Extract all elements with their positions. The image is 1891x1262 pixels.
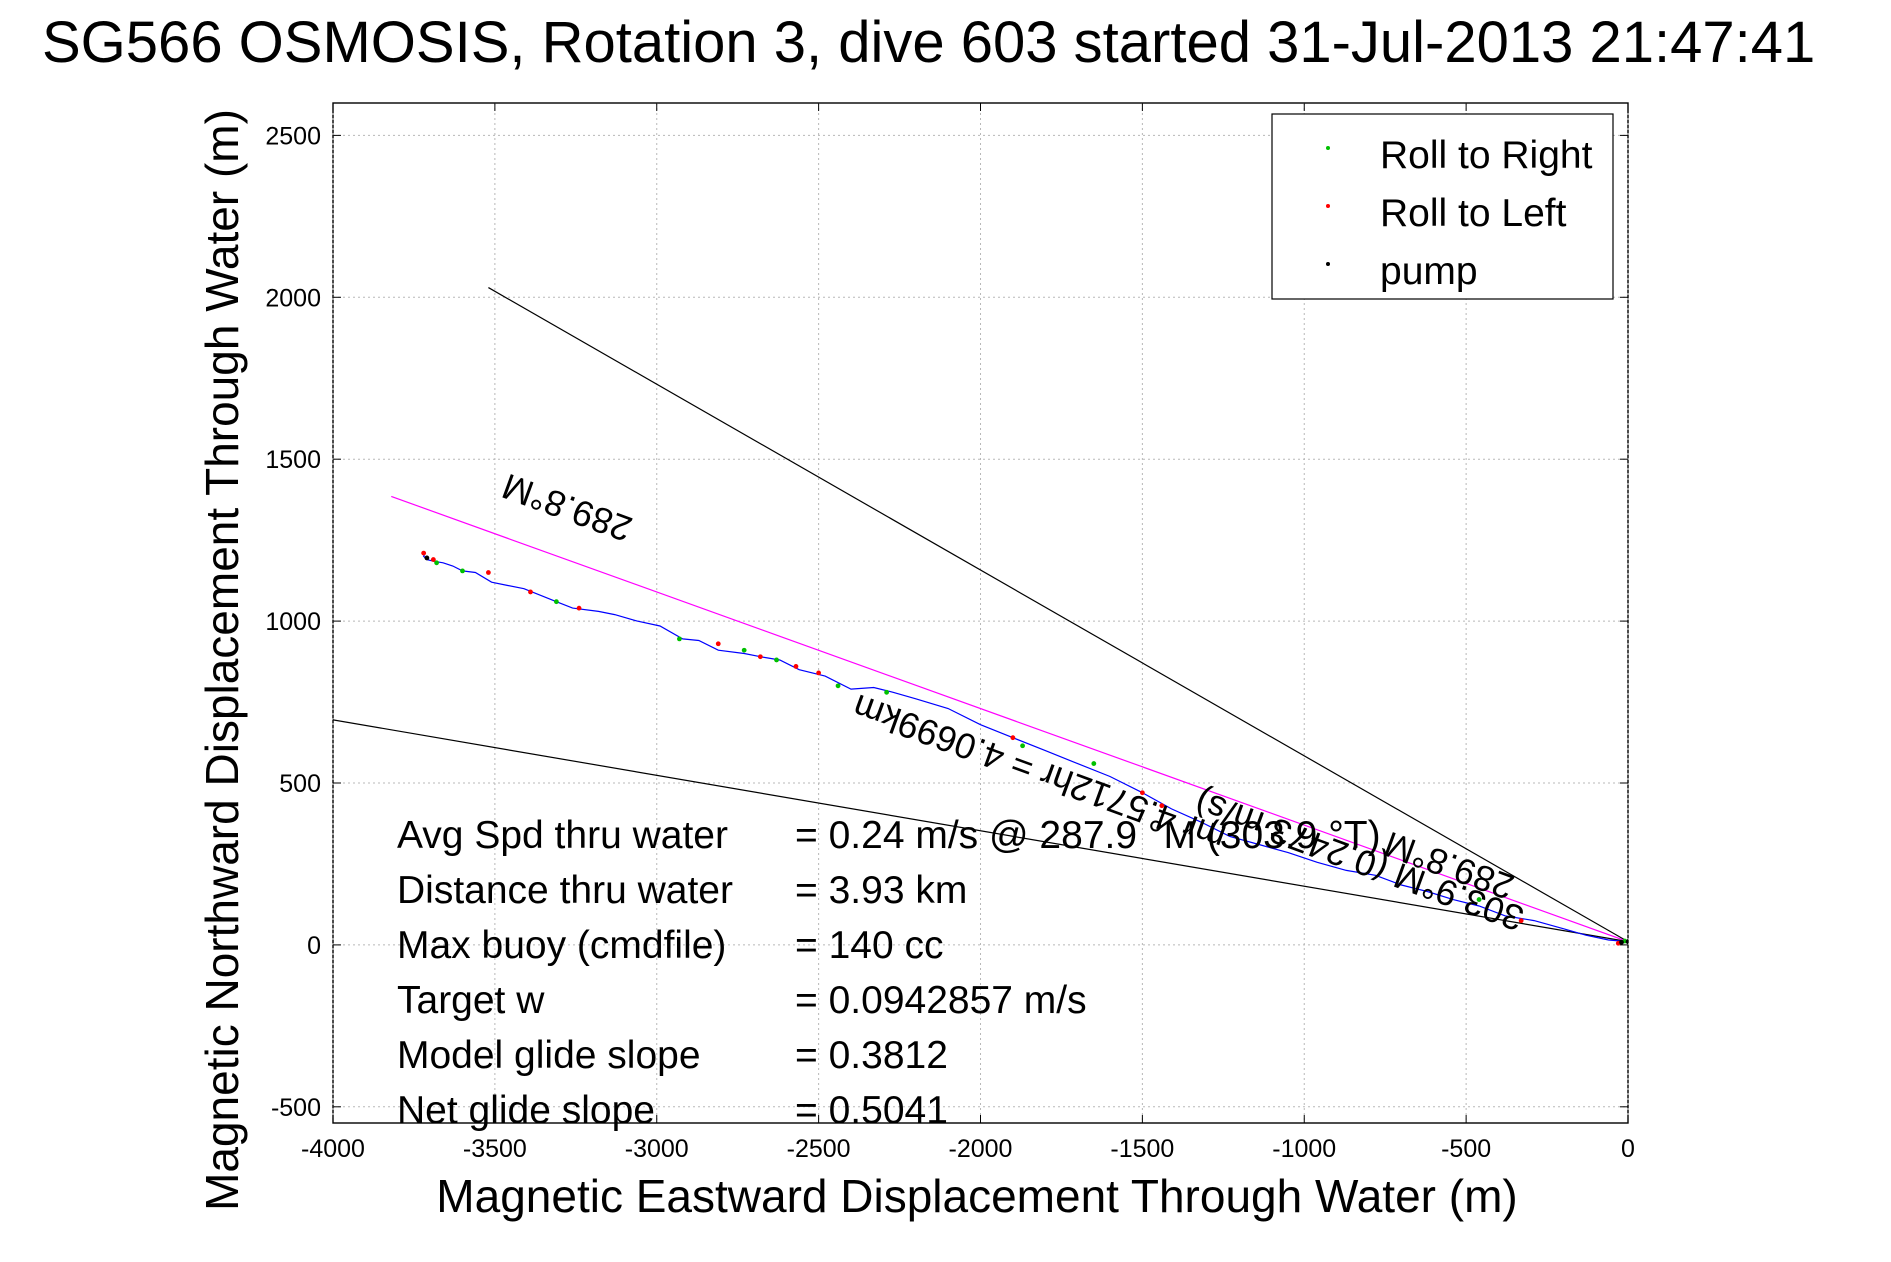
marker-roll-left [528, 589, 533, 595]
reference-lines [333, 287, 1628, 943]
x-tick-label: -4000 [301, 1135, 365, 1163]
y-axis-label: Magnetic Northward Displacement Through … [196, 109, 248, 1211]
x-tick-label: -3000 [625, 1135, 689, 1163]
marker-roll-right [884, 689, 890, 695]
legend-marker-roll-left [1326, 204, 1330, 208]
x-tick-label: -2500 [787, 1135, 851, 1163]
legend-marker-pump [1326, 262, 1330, 266]
reference-line [488, 287, 1628, 943]
x-tick-label: -500 [1441, 1135, 1491, 1163]
marker-roll-left [486, 570, 491, 575]
ticks [332, 103, 1629, 1123]
stat-name: Target w [397, 979, 545, 1022]
marker-roll-left [715, 641, 721, 647]
y-tick-label: 2000 [265, 284, 321, 312]
y-tick-label: 0 [307, 932, 321, 960]
marker-roll-right [460, 568, 465, 574]
x-tick-label: -1000 [1272, 1135, 1336, 1163]
marker-roll-right [677, 636, 682, 642]
stat-value: = 0.0942857 m/s [795, 979, 1087, 1022]
marker-pump [424, 555, 430, 561]
y-tick-label: 2500 [265, 122, 321, 150]
marker-roll-left [421, 550, 427, 556]
y-tick-label: 500 [279, 770, 321, 798]
legend-label-roll-left: Roll to Left [1380, 192, 1567, 235]
stat-name: Model glide slope [397, 1034, 701, 1077]
x-tick-label: -1500 [1110, 1135, 1174, 1163]
marker-roll-left [816, 670, 822, 676]
stat-name: Distance thru water [397, 869, 733, 912]
marker-pump [1619, 939, 1624, 945]
legend-marker-roll-right [1326, 146, 1330, 150]
marker-roll-right [1020, 743, 1025, 749]
marker-roll-right [553, 599, 559, 605]
stat-name: Avg Spd thru water [397, 814, 728, 857]
marker-roll-left [1159, 803, 1165, 809]
marker-roll-left [793, 664, 799, 669]
y-tick-label: -500 [271, 1094, 321, 1122]
x-tick-label: 0 [1621, 1135, 1635, 1163]
x-tick-labels: -4000 -3500 -3000 -2500 -2000 -1500 -1000 -500 0 [301, 1135, 1635, 1163]
marker-roll-right [434, 560, 439, 566]
track-line [422, 552, 1628, 943]
marker-roll-left [576, 605, 582, 611]
markers [421, 550, 1628, 946]
stat-value: = 0.3812 [795, 1034, 948, 1077]
stat-value: = 0.24 m/s @ 287.9 °M (303.9 °T) [795, 814, 1381, 857]
reference-line [391, 495, 1628, 943]
y-tick-label: 1000 [265, 608, 321, 636]
stat-value: = 0.5041 [795, 1089, 948, 1132]
x-tick-label: -2000 [949, 1135, 1013, 1163]
marker-roll-right [1476, 897, 1482, 902]
stat-value: = 140 cc [795, 924, 944, 967]
stat-value: = 3.93 km [795, 869, 967, 912]
marker-pump [1625, 939, 1628, 945]
marker-roll-right [835, 683, 841, 689]
stat-name: Max buoy (cmdfile) [397, 924, 726, 967]
marker-roll-right [774, 657, 779, 663]
y-tick-labels: -500 0 500 1000 1500 2000 2500 [265, 122, 321, 1121]
x-tick-label: -3500 [463, 1135, 527, 1163]
marker-roll-left [430, 557, 436, 562]
legend-label-pump: pump [1380, 250, 1478, 293]
marker-roll-left [1139, 790, 1145, 796]
stats-block: Avg Spd thru water = 0.24 m/s @ 287.9 °M … [397, 814, 1381, 1132]
legend: Roll to Right Roll to Left pump [1271, 113, 1614, 300]
marker-roll-left [1518, 918, 1524, 924]
marker-roll-right [741, 647, 747, 653]
marker-roll-left [1010, 735, 1016, 741]
marker-roll-left [757, 654, 763, 660]
y-tick-label: 1500 [265, 446, 321, 474]
series-lines [422, 552, 1628, 943]
stat-name: Net glide slope [397, 1089, 655, 1132]
marker-roll-right [1091, 761, 1097, 766]
chart-title: SG566 OSMOSIS, Rotation 3, dive 603 star… [42, 10, 1816, 75]
x-axis-label: Magnetic Eastward Displacement Through W… [436, 1170, 1517, 1222]
legend-label-roll-right: Roll to Right [1380, 134, 1593, 177]
reference-line [333, 719, 1628, 943]
